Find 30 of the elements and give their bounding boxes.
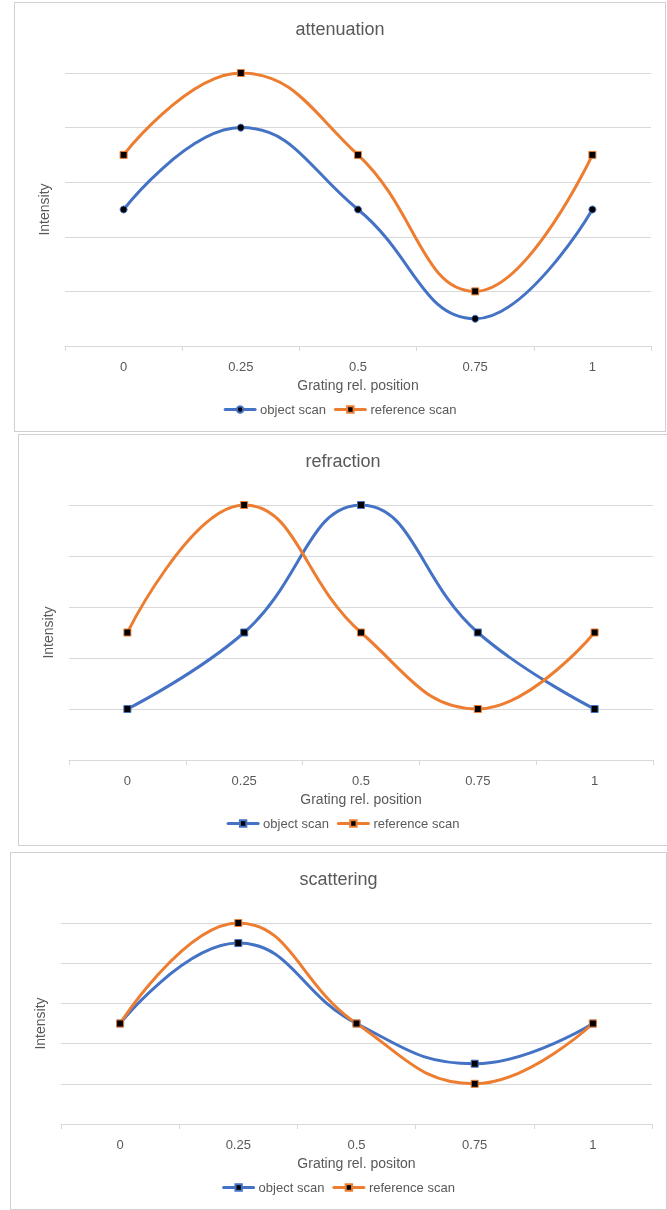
y-axis-title: Intensity xyxy=(36,183,52,236)
legend-label: reference scan xyxy=(373,816,460,831)
x-tick-label: 1 xyxy=(589,1137,597,1152)
x-tick-label: 0.75 xyxy=(462,359,488,374)
y-axis-title: Intensity xyxy=(32,997,48,1050)
legend-label: object scan xyxy=(258,1180,325,1195)
x-tick-label: 0.25 xyxy=(231,773,257,788)
legend-label: object scan xyxy=(263,816,329,831)
x-tick-label: 0 xyxy=(123,773,132,788)
x-tick-label: 0 xyxy=(119,359,128,374)
x-axis-title: Grating rel. position xyxy=(300,791,422,807)
x-tick-label: 1 xyxy=(590,773,599,788)
x-tick-label: 0.5 xyxy=(347,1137,366,1152)
x-tick-label: 0.75 xyxy=(465,773,491,788)
x-tick-label: 0.25 xyxy=(228,359,254,374)
legend-label: reference scan xyxy=(370,402,457,417)
x-tick-label: 0.5 xyxy=(351,773,371,788)
x-tick-label: 0 xyxy=(116,1137,124,1152)
y-axis-title: Intensity xyxy=(40,606,56,659)
x-tick-label: 1 xyxy=(588,359,597,374)
x-axis-title: Grating rel. position xyxy=(297,377,419,393)
x-tick-label: 0.25 xyxy=(225,1137,251,1152)
legend-label: reference scan xyxy=(368,1180,455,1195)
legend-label: object scan xyxy=(260,402,326,417)
x-tick-label: 0.5 xyxy=(348,359,368,374)
x-axis-title: Grating rel. positon xyxy=(297,1155,416,1171)
x-tick-label: 0.75 xyxy=(462,1137,488,1152)
chart-title: attenuation xyxy=(295,19,385,39)
chart-title: refraction xyxy=(305,451,381,471)
chart-title: scattering xyxy=(299,869,378,889)
